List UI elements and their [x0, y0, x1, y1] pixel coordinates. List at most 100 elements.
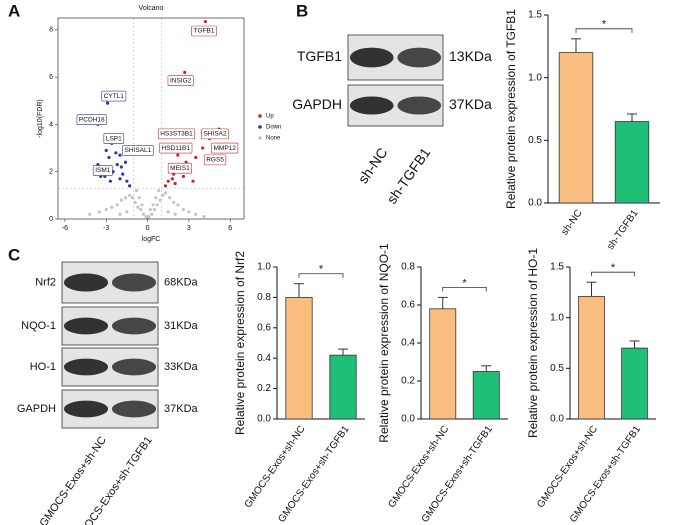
- y-tick-label: 0.8: [257, 292, 271, 303]
- point: [118, 153, 122, 157]
- gene-label: ISM1: [95, 167, 111, 174]
- point: [125, 210, 129, 214]
- bar: [621, 347, 648, 420]
- point: [97, 210, 101, 214]
- panel-label: C: [8, 245, 20, 264]
- point: [115, 203, 119, 207]
- bar: [285, 296, 313, 420]
- gene-label-box: [92, 165, 113, 176]
- gene-label-box: [122, 145, 154, 156]
- blot-size: 68KDa: [164, 276, 199, 288]
- y-tick-label: 0.6: [401, 300, 415, 311]
- blot-band: [349, 96, 394, 115]
- point: [172, 200, 176, 205]
- point: [154, 196, 158, 200]
- bar: [329, 354, 357, 420]
- point: [125, 179, 129, 183]
- point: [191, 179, 195, 183]
- legend-label: Down: [266, 125, 281, 131]
- gene-label: MEIS1: [170, 165, 190, 172]
- legend-marker: [258, 125, 262, 129]
- point: [155, 203, 159, 207]
- y-tick-label: 1.0: [257, 262, 271, 273]
- bar: [472, 371, 500, 420]
- point: [176, 203, 180, 207]
- x-tick-label: -6: [62, 225, 68, 232]
- blot-band: [111, 358, 157, 376]
- x-axis-label: logFC: [142, 236, 161, 243]
- gene-label: RGS5: [206, 157, 224, 164]
- y-axis-label: -log10(FDR): [37, 99, 44, 138]
- panel-label: B: [296, 1, 308, 20]
- bar: [558, 52, 594, 204]
- bar: [578, 295, 605, 420]
- blot-label: NQO-1: [21, 320, 56, 332]
- gene-label-box: [203, 154, 227, 166]
- y-tick-label: 0.2: [401, 376, 415, 387]
- point: [194, 212, 198, 216]
- blot-label: Nrf2: [35, 276, 56, 288]
- blot-band: [111, 273, 157, 292]
- point: [128, 193, 132, 197]
- point: [187, 210, 191, 214]
- y-tick-label: 0.0: [401, 414, 415, 425]
- blot-band: [111, 317, 157, 335]
- blot-size: 33KDa: [164, 361, 199, 373]
- y-tick-label: 0.4: [257, 353, 271, 364]
- point: [152, 207, 157, 212]
- y-tick-label: 0.5: [550, 363, 564, 374]
- y-tick-label: 4: [49, 121, 53, 128]
- blot-band: [63, 317, 109, 335]
- x-tick-label: 3: [187, 225, 191, 232]
- gene-label: MMP12: [214, 145, 237, 152]
- y-tick-label: 0: [49, 216, 53, 223]
- point: [108, 179, 112, 183]
- y-axis-label: Relative protein expression of NQO-1: [377, 243, 391, 443]
- point: [118, 177, 122, 181]
- blot-band: [63, 273, 109, 292]
- gene-label: CYTL1: [104, 93, 125, 100]
- gene-label-box: [101, 90, 127, 102]
- point: [134, 189, 139, 193]
- point: [121, 172, 125, 176]
- legend-marker: [258, 114, 262, 118]
- blot-band: [63, 358, 109, 376]
- point: [115, 163, 119, 167]
- y-tick-label: 1.5: [528, 10, 542, 21]
- gene-label: TGFB1: [194, 28, 215, 35]
- y-tick-label: 0.0: [257, 414, 271, 425]
- point: [173, 181, 177, 186]
- y-tick-label: 0.2: [257, 383, 271, 394]
- point: [114, 151, 118, 155]
- legend-label: None: [266, 136, 281, 142]
- point: [183, 70, 187, 74]
- point: [123, 196, 128, 200]
- gene-label: SHISAL1: [125, 147, 152, 154]
- point: [151, 203, 155, 207]
- point: [123, 160, 128, 164]
- y-tick-label: 0.0: [528, 198, 542, 209]
- point: [181, 207, 185, 212]
- gene-label-box: [157, 128, 196, 140]
- y-tick-label: 0.8: [401, 262, 415, 273]
- point: [133, 200, 137, 205]
- bar: [614, 121, 650, 204]
- significance-label: *: [611, 262, 616, 274]
- point: [118, 212, 122, 216]
- gene-label: LSP1: [106, 135, 122, 142]
- point: [119, 165, 123, 169]
- gene-label-box: [201, 128, 229, 140]
- blot-band: [63, 400, 109, 418]
- point: [158, 198, 162, 202]
- blot-size: 37KDa: [164, 403, 199, 415]
- significance-label: *: [319, 264, 324, 276]
- gene-label-box: [167, 75, 194, 86]
- y-tick-label: 0.0: [550, 414, 564, 425]
- blot-band: [349, 47, 394, 68]
- y-axis-label: Relative protein expression of HO-1: [526, 248, 540, 438]
- point: [104, 207, 108, 212]
- gene-label: PCDH18: [79, 116, 105, 123]
- y-tick-label: 0.6: [257, 322, 271, 333]
- blot-band: [111, 400, 157, 418]
